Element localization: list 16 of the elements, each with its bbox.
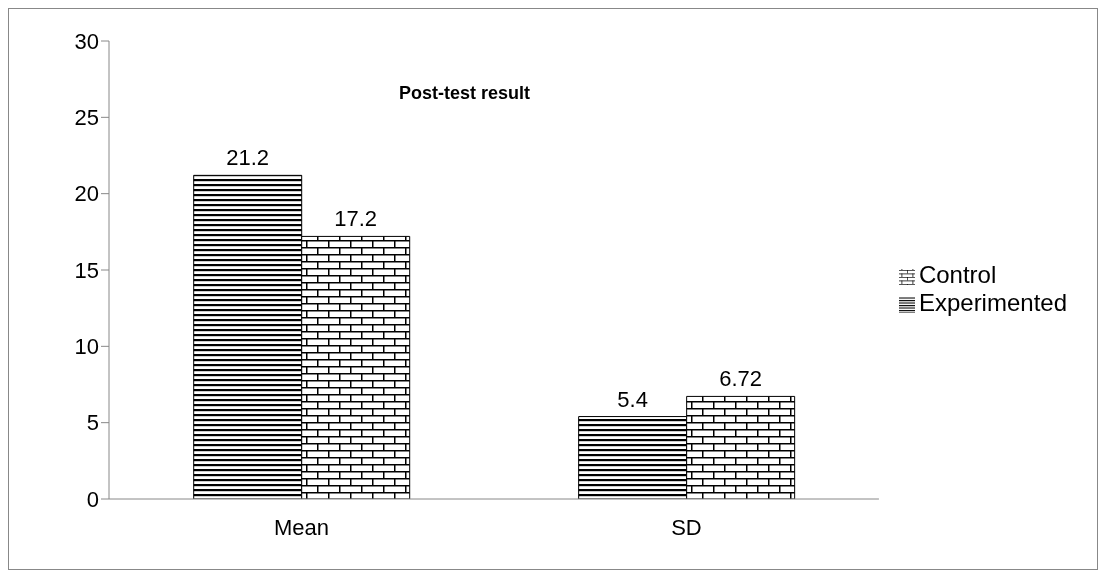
- y-tick-label: 15: [74, 257, 99, 283]
- legend-label: Experimented: [918, 289, 1067, 316]
- data-label: 17.2: [334, 206, 378, 232]
- y-tick-label: 10: [74, 334, 99, 360]
- data-label: 21.2: [226, 145, 270, 171]
- y-tick-label: 25: [74, 105, 99, 131]
- text: Post-test result: [399, 83, 531, 104]
- y-tick-label: 20: [74, 181, 99, 207]
- data-label: 5.4: [617, 386, 648, 412]
- x-tick-label: Mean: [273, 514, 329, 540]
- data-label: 6.72: [719, 366, 763, 392]
- y-tick-label: 0: [86, 486, 99, 512]
- x-tick-label: SD: [671, 514, 702, 540]
- y-tick-label: 5: [86, 410, 99, 436]
- legend-label: Control: [918, 261, 997, 288]
- y-tick-label: 30: [74, 28, 99, 54]
